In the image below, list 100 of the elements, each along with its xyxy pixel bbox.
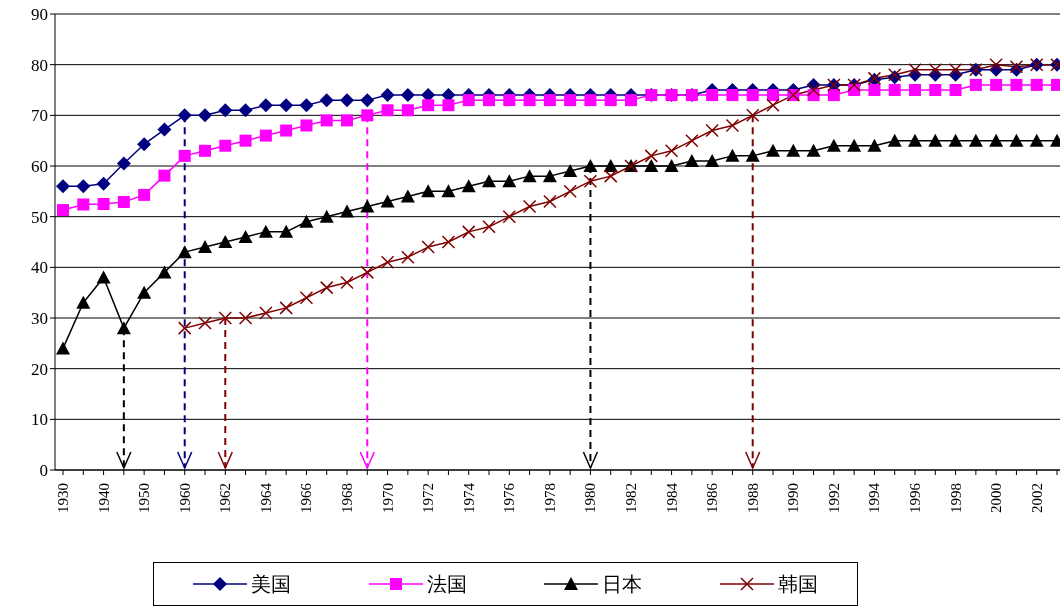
x-tick-label: 1968 — [339, 483, 355, 513]
point — [726, 89, 739, 102]
point — [258, 98, 273, 113]
point — [97, 198, 110, 210]
point — [401, 250, 415, 264]
point — [990, 78, 1003, 91]
point — [117, 195, 130, 208]
legend-label: 日本 — [602, 571, 643, 597]
y-tick-label: 90 — [31, 5, 48, 25]
point — [319, 93, 334, 108]
point — [76, 295, 91, 309]
y-tick-label: 30 — [31, 309, 48, 329]
point — [116, 321, 131, 335]
legend-label: 美国 — [250, 571, 291, 597]
point — [746, 89, 759, 102]
point — [421, 240, 435, 254]
x-tick-label: 2002 — [1028, 483, 1045, 513]
point — [341, 114, 353, 127]
x-tick-label: 1996 — [907, 482, 923, 513]
point — [968, 133, 983, 147]
point — [483, 94, 495, 107]
point — [441, 235, 456, 249]
x-tick-label: 1930 — [55, 483, 71, 513]
y-tick-label: 40 — [31, 258, 48, 278]
point — [887, 133, 902, 147]
point — [299, 98, 314, 113]
point — [279, 98, 294, 113]
point — [786, 143, 801, 157]
point — [461, 179, 476, 193]
point — [462, 94, 475, 107]
x-tick-label: 1966 — [298, 482, 315, 513]
y-tick-label: 60 — [31, 157, 48, 177]
point — [826, 138, 841, 152]
point — [421, 184, 436, 198]
point — [340, 275, 354, 290]
point — [299, 214, 314, 228]
point — [239, 134, 252, 147]
y-tick-label: 70 — [31, 106, 48, 126]
point — [989, 57, 1003, 72]
legend-label: 法国 — [426, 571, 467, 597]
point — [1029, 133, 1044, 147]
point — [279, 224, 294, 238]
point — [380, 88, 395, 103]
point — [77, 198, 90, 211]
point — [238, 229, 253, 243]
point — [543, 194, 557, 209]
x-tick-label: 2000 — [988, 483, 1005, 513]
x-tick-label: 1986 — [704, 482, 721, 513]
point — [664, 159, 679, 172]
x-tick-label: 1992 — [825, 483, 842, 513]
point — [563, 184, 577, 199]
point — [482, 220, 496, 234]
point — [928, 62, 943, 77]
point — [745, 108, 760, 123]
point — [908, 62, 922, 77]
point — [908, 133, 922, 147]
x-tick-label: 1964 — [257, 482, 274, 513]
point — [401, 104, 414, 117]
point — [949, 84, 962, 96]
point — [361, 109, 374, 122]
x-tick-label: 1980 — [582, 483, 599, 513]
point — [259, 129, 272, 142]
point — [198, 316, 212, 330]
point — [199, 144, 211, 157]
point — [116, 156, 131, 171]
x-tick-label: 1984 — [663, 482, 680, 513]
point — [218, 311, 233, 325]
point — [847, 138, 862, 152]
point — [300, 119, 313, 132]
point — [644, 149, 659, 163]
point — [218, 235, 233, 248]
y-tick-label: 10 — [31, 410, 48, 430]
point — [684, 153, 699, 167]
point — [523, 94, 536, 107]
point — [137, 285, 152, 299]
point — [461, 225, 476, 239]
point — [806, 143, 821, 157]
point — [625, 94, 637, 107]
point — [543, 94, 556, 107]
point — [56, 179, 70, 194]
point — [157, 122, 172, 137]
point — [928, 133, 943, 147]
point — [603, 169, 618, 183]
point — [177, 108, 192, 123]
x-tick-label: 1978 — [541, 483, 558, 513]
point — [948, 133, 963, 147]
point — [766, 143, 780, 157]
point — [422, 99, 435, 112]
point — [177, 321, 192, 335]
point — [482, 174, 496, 188]
point — [827, 89, 840, 102]
point — [340, 204, 354, 218]
point — [441, 184, 456, 198]
point — [502, 174, 517, 188]
point — [522, 199, 537, 214]
point — [157, 265, 172, 279]
y-tick-label: 80 — [31, 55, 48, 75]
x-tick-label: 1960 — [176, 483, 193, 513]
point — [542, 169, 557, 183]
point — [320, 114, 333, 127]
